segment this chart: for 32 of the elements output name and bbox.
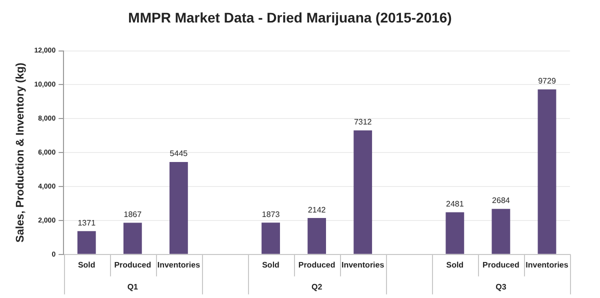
data-label: 2684: [492, 196, 510, 206]
bar: [123, 222, 142, 254]
x-tick-label: Produced: [114, 260, 152, 270]
data-label: 5445: [170, 149, 188, 158]
x-tick-label: Sold: [78, 260, 96, 270]
x-tick-label: Produced: [482, 260, 520, 270]
bar: [538, 89, 556, 254]
x-tick-label: Sold: [262, 260, 280, 270]
bar: [169, 162, 188, 254]
bar: [492, 208, 510, 254]
bar: [262, 222, 280, 254]
bar: [77, 231, 96, 254]
data-label: 2481: [446, 200, 464, 209]
bar: [308, 218, 326, 254]
x-tick-label: Sold: [446, 260, 464, 270]
x-tick-label: Inventories: [341, 260, 385, 270]
x-tick-label: Inventories: [526, 260, 569, 270]
bar: [354, 130, 372, 254]
chart-title: MMPR Market Data - Dried Marijuana (2015-2016): [128, 9, 452, 26]
data-label: 1371: [78, 218, 96, 228]
data-label: 7312: [354, 118, 372, 127]
data-label: 1873: [262, 210, 280, 219]
text: Q3: [496, 282, 507, 292]
data-label: 2142: [308, 205, 326, 214]
y-axis-title: Sales, Production & Inventory (kg): [14, 62, 27, 242]
bar: [446, 212, 464, 254]
data-label: 1867: [124, 210, 142, 219]
x-tick-label: Inventories: [157, 260, 201, 270]
text: Q2: [311, 282, 323, 292]
text: Q1: [127, 282, 139, 292]
x-tick-label: Produced: [298, 260, 336, 270]
data-label: 9729: [538, 76, 556, 86]
